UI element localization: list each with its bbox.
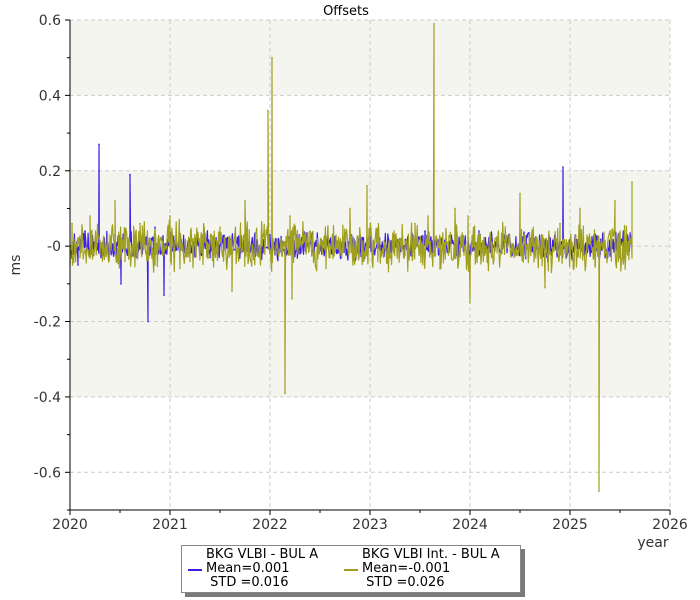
data-point [89,215,91,217]
data-point [414,222,416,225]
data-point [129,173,131,176]
legend-name-series-2: BKG VLBI Int. - BUL A [362,547,500,562]
data-point [189,260,191,263]
legend-name-series-1: BKG VLBI - BUL A [206,547,319,562]
data-point [284,392,286,394]
data-point [154,264,156,266]
x-tick-label: 2021 [152,517,188,533]
data-point [231,290,233,293]
data-point [427,215,429,217]
series-2 [69,22,633,492]
data-point [329,256,331,259]
data-point [454,207,456,210]
data-point [598,490,600,492]
x-tick-label: 2026 [652,517,688,533]
data-point [147,320,149,323]
data-point [71,222,73,225]
data-point [469,301,471,304]
x-tick-label: 2023 [352,517,388,533]
data-point [439,267,441,270]
data-point [154,226,156,229]
data-point [594,264,596,266]
data-point [562,166,564,168]
data-point [624,252,626,255]
y-ticks: 0.6 0.4 0.2 -0 -0.2 -0.4 -0.6 [34,13,70,511]
y-axis-title: ms [8,255,24,276]
data-point [219,226,221,229]
data-point [244,200,246,202]
data-point [291,298,293,300]
legend-entry-series-1: BKG VLBI - BUL A Mean=0.001 STD =0.016 [186,548,318,590]
data-point [77,264,79,266]
data-point [139,222,141,225]
series-line [69,23,633,492]
data-point [544,286,546,289]
data-point [433,22,435,25]
data-point [349,207,351,210]
data-point [84,230,86,232]
legend-std-series-1: STD =0.016 [206,575,289,590]
data-point [99,252,101,255]
x-tick-label: 2025 [552,517,588,533]
data-point [269,234,271,236]
x-tick-label: 2022 [252,517,288,533]
x-axis-title: year [637,535,668,551]
y-tick-label: -0 [47,239,61,255]
y-tick-label: -0.4 [34,390,61,406]
data-point [98,143,100,146]
data-point [114,200,116,202]
y-tick-label: 0.6 [39,13,61,29]
legend-entry-series-2: BKG VLBI Int. - BUL A Mean=-0.001 STD =0… [342,548,500,590]
data-point [389,256,391,259]
data-point [299,252,301,255]
data-point [100,256,102,259]
data-point [329,241,331,244]
series-layer [69,22,633,492]
legend: BKG VLBI - BUL A Mean=0.001 STD =0.016 B… [181,545,521,593]
data-point [631,181,633,183]
data-point [120,283,122,285]
x-tick-label: 2024 [452,517,488,533]
data-point [519,192,521,195]
data-point [124,260,126,263]
data-point [579,207,581,210]
data-point [79,256,81,259]
data-point [209,256,211,259]
data-point [366,185,368,187]
data-point [267,109,269,112]
data-point [163,294,165,296]
data-point [614,200,616,202]
y-tick-label: -0.2 [34,315,61,331]
data-point [169,215,171,217]
y-tick-label: 0.4 [39,88,61,104]
legend-std-series-2: STD =0.026 [362,575,445,590]
y-tick-label: 0.2 [39,164,61,180]
y-tick-label: -0.6 [34,465,61,481]
data-point [489,234,491,236]
data-point [271,56,273,59]
data-point [467,215,469,217]
x-ticks: 2020 2021 2022 2023 2024 2025 2026 [52,510,688,533]
chart-title: Offsets [323,4,369,19]
x-tick-label: 2020 [52,517,88,533]
data-point [424,230,426,232]
data-point [559,222,561,225]
legend-swatch-series-2 [344,569,358,571]
data-point [309,230,311,232]
legend-mean-series-1: Mean=0.001 [206,561,290,576]
legend-swatch-series-1 [188,569,202,571]
legend-mean-series-2: Mean=-0.001 [362,561,451,576]
data-point [289,215,291,217]
